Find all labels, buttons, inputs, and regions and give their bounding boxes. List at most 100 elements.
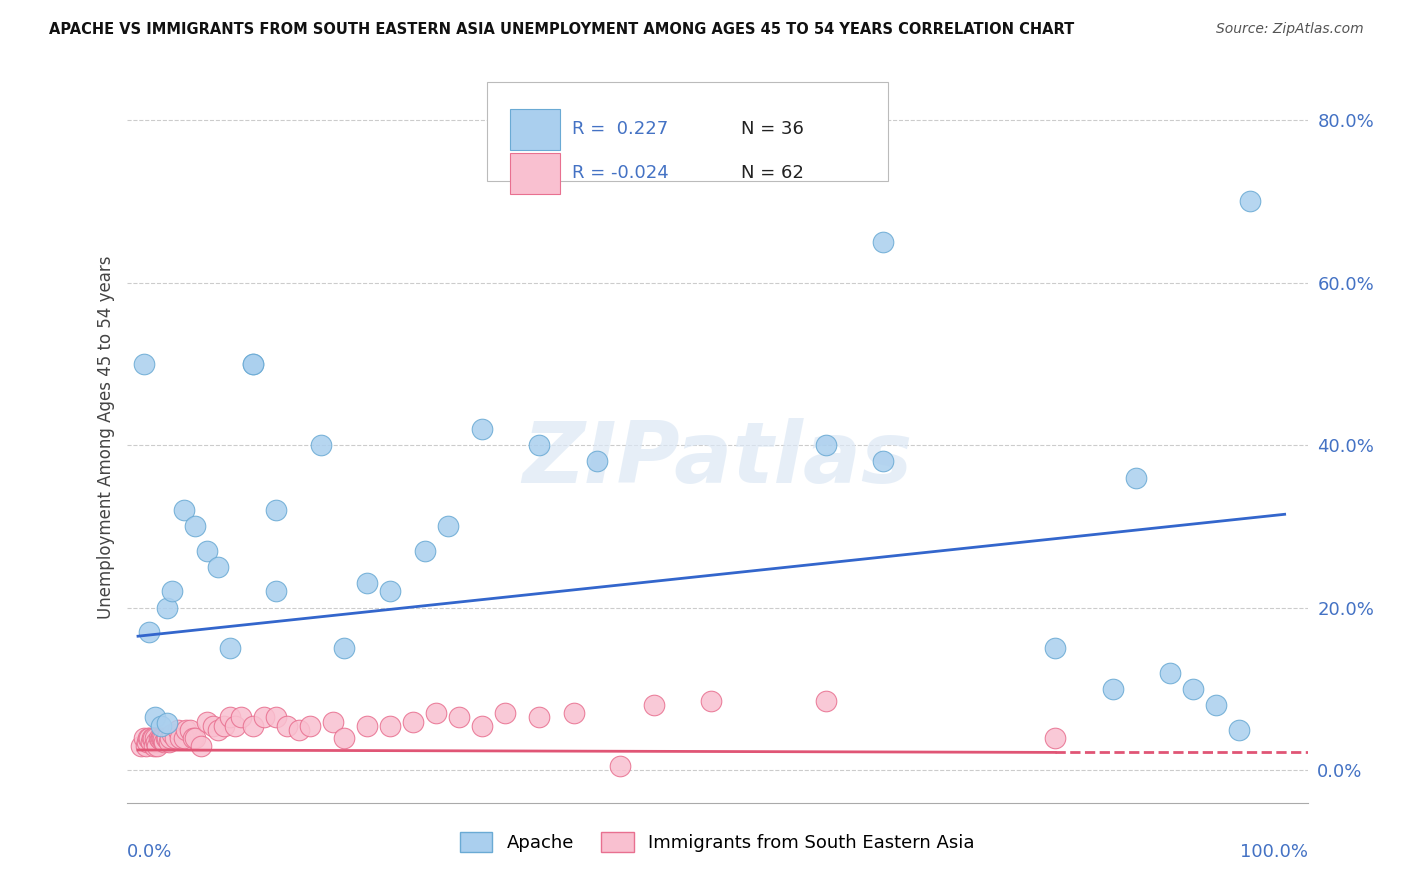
Point (471, 718, 494, 732)
Point (150, 731, 173, 745)
Point (264, 503, 287, 517)
Point (562, 706, 585, 721)
Text: R = -0.024: R = -0.024 (572, 164, 668, 182)
Point (264, 584, 287, 599)
Point (218, 641, 240, 656)
Text: ZIPatlas: ZIPatlas (522, 417, 912, 500)
Point (207, 723, 229, 737)
Point (529, 710, 551, 724)
Point (643, 698, 665, 713)
Text: N = 36: N = 36 (741, 120, 804, 138)
Point (224, 718, 246, 732)
FancyBboxPatch shape (486, 82, 889, 181)
Point (173, 731, 195, 745)
Text: R =  0.227: R = 0.227 (572, 120, 668, 138)
Point (163, 731, 186, 745)
Point (174, 723, 197, 737)
Text: 100.0%: 100.0% (1240, 843, 1308, 861)
Point (142, 731, 165, 745)
Point (242, 718, 264, 732)
FancyBboxPatch shape (510, 109, 560, 150)
Point (356, 576, 378, 591)
Point (471, 422, 494, 436)
Point (333, 641, 356, 656)
Point (143, 710, 166, 724)
Point (242, 357, 264, 371)
Text: 0.0%: 0.0% (127, 843, 172, 861)
Point (139, 735, 162, 749)
Point (131, 739, 153, 753)
Point (609, 759, 631, 773)
Point (143, 731, 166, 745)
Point (413, 544, 436, 558)
Point (173, 503, 195, 517)
Point (425, 706, 447, 721)
Point (1125, 471, 1147, 485)
Point (1101, 681, 1123, 696)
Point (145, 735, 167, 749)
Point (814, 694, 837, 708)
Point (333, 731, 356, 745)
Point (814, 438, 837, 452)
Point (156, 600, 179, 615)
Point (136, 735, 159, 749)
Point (169, 731, 191, 745)
Point (322, 714, 344, 729)
Point (184, 731, 207, 745)
Point (700, 694, 723, 708)
Point (149, 718, 172, 732)
Point (184, 519, 207, 533)
Point (153, 735, 176, 749)
Point (529, 438, 551, 452)
Point (157, 735, 180, 749)
Point (1181, 681, 1204, 696)
Point (167, 723, 190, 737)
Point (872, 235, 894, 249)
Text: Source: ZipAtlas.com: Source: ZipAtlas.com (1216, 22, 1364, 37)
Point (1239, 194, 1261, 209)
Point (156, 716, 179, 731)
Point (380, 584, 402, 599)
Point (449, 710, 471, 724)
Text: APACHE VS IMMIGRANTS FROM SOUTH EASTERN ASIA UNEMPLOYMENT AMONG AGES 45 TO 54 YE: APACHE VS IMMIGRANTS FROM SOUTH EASTERN … (49, 22, 1074, 37)
Point (162, 584, 184, 599)
Point (585, 454, 607, 468)
Point (1045, 641, 1067, 656)
Point (872, 454, 894, 468)
Point (1227, 723, 1250, 737)
Point (253, 710, 276, 724)
Point (146, 739, 169, 753)
Point (159, 731, 181, 745)
Point (190, 739, 212, 753)
Point (138, 625, 160, 640)
Point (162, 727, 184, 741)
Point (242, 357, 264, 371)
Point (287, 723, 309, 737)
Point (276, 718, 298, 732)
Point (132, 357, 155, 371)
Point (207, 560, 229, 574)
FancyBboxPatch shape (510, 153, 560, 194)
Point (149, 732, 172, 747)
Legend: Apache, Immigrants from South Eastern Asia: Apache, Immigrants from South Eastern As… (453, 824, 981, 860)
Point (311, 438, 333, 452)
Point (212, 718, 235, 732)
Point (148, 731, 170, 745)
Y-axis label: Unemployment Among Ages 45 to 54 years: Unemployment Among Ages 45 to 54 years (97, 255, 115, 619)
Point (181, 731, 204, 745)
Point (156, 731, 179, 745)
Point (155, 731, 177, 745)
Point (149, 731, 172, 745)
Point (1045, 731, 1067, 745)
Point (380, 718, 402, 732)
Point (1205, 698, 1227, 713)
Point (436, 519, 458, 533)
Point (218, 710, 240, 724)
Point (402, 714, 425, 729)
Point (141, 731, 163, 745)
Text: N = 62: N = 62 (741, 164, 804, 182)
Point (135, 739, 157, 753)
Point (143, 739, 166, 753)
Point (136, 731, 159, 745)
Point (1159, 665, 1181, 680)
